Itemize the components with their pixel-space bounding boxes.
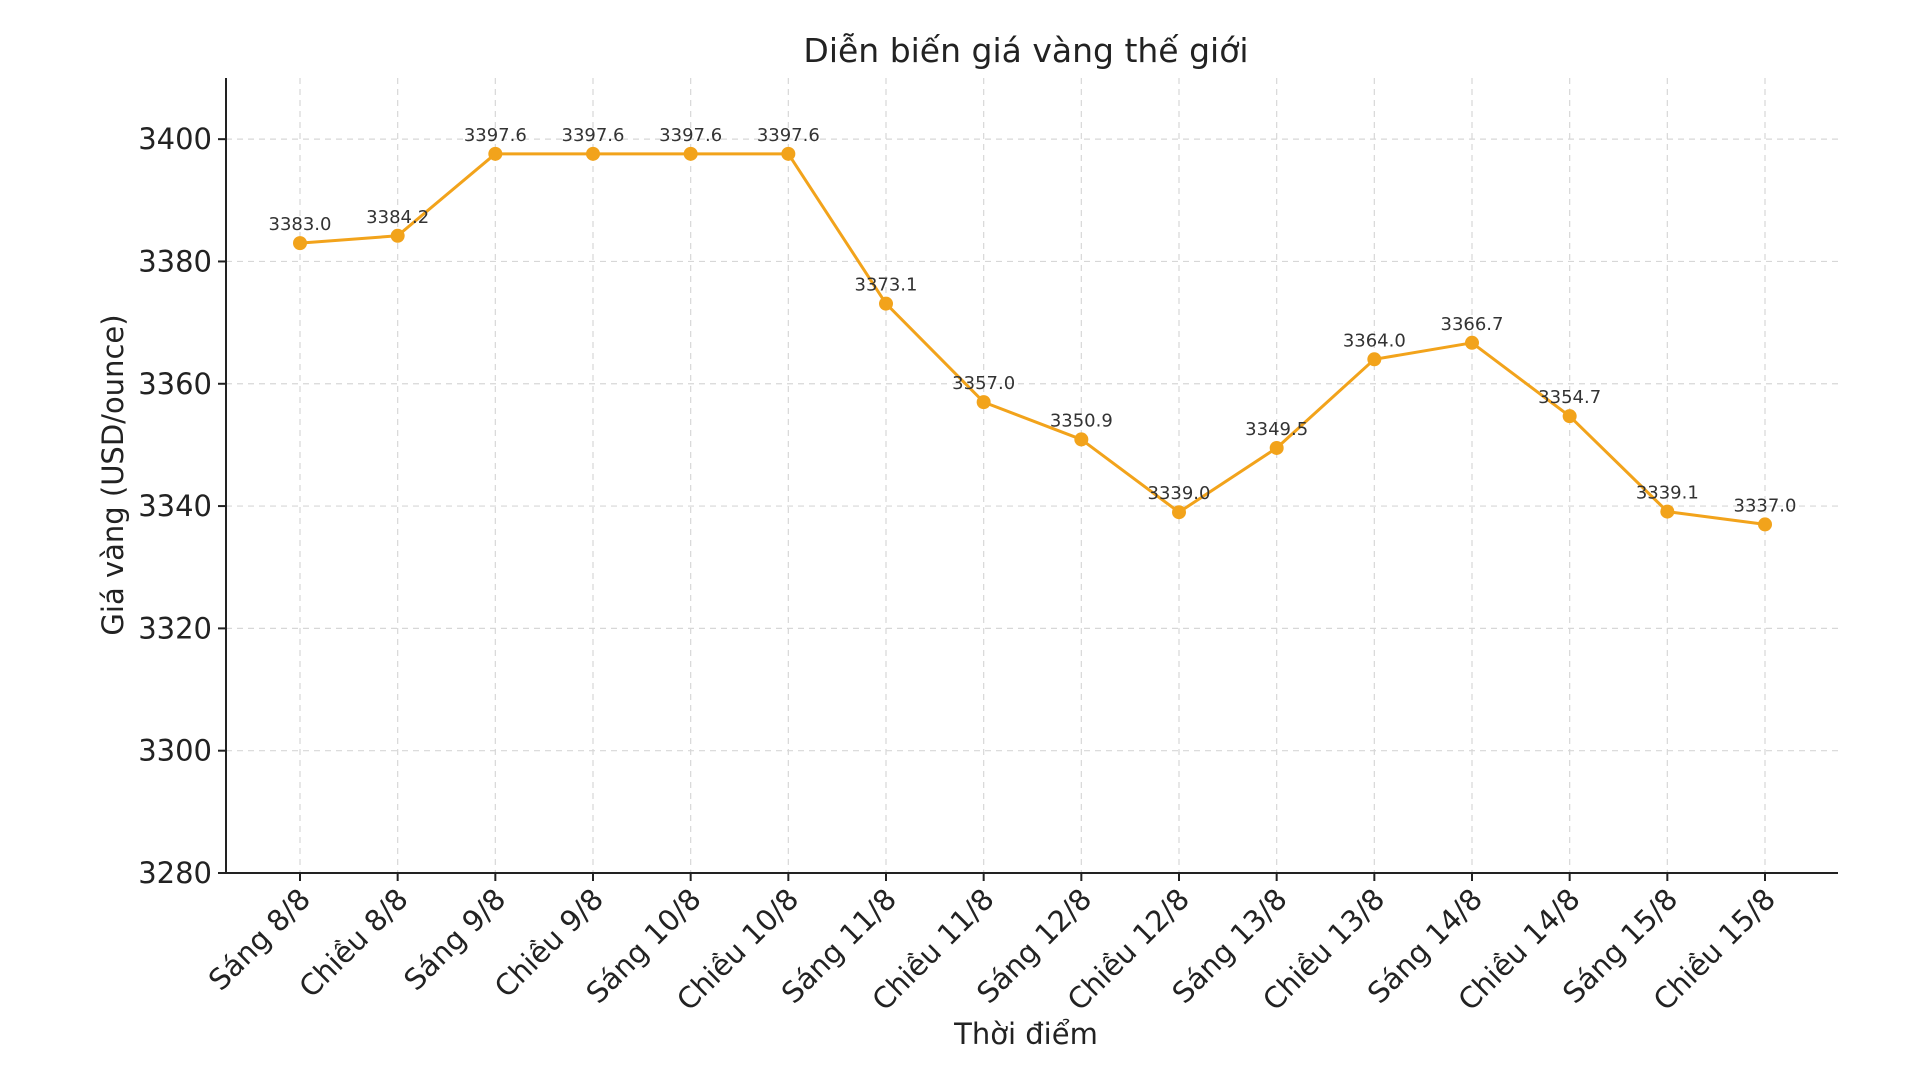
data-point <box>781 146 796 161</box>
y-tick-label: 3300 <box>138 734 212 768</box>
data-label: 3384.2 <box>366 207 429 228</box>
data-point <box>1172 505 1186 520</box>
y-tick-label: 3360 <box>138 367 212 401</box>
data-label: 3354.7 <box>1538 387 1601 408</box>
data-point <box>1562 409 1577 424</box>
data-label: 3373.1 <box>855 275 918 296</box>
y-tick-label: 3280 <box>138 856 212 890</box>
data-label: 3349.5 <box>1245 419 1308 440</box>
data-point <box>390 228 405 243</box>
series-line <box>299 152 1766 526</box>
data-label: 3364.0 <box>1343 330 1406 351</box>
series <box>293 146 1772 532</box>
data-point <box>1660 504 1675 519</box>
y-tick-label: 3340 <box>138 489 212 523</box>
data-point <box>1758 517 1772 532</box>
y-tick-label: 3400 <box>138 122 212 156</box>
x-axis-label: Thời điểm <box>953 1017 1098 1051</box>
axes <box>225 78 1838 874</box>
chart-title: Diễn biến giá vàng thế giới <box>803 31 1248 70</box>
data-label: 3397.6 <box>757 125 820 146</box>
data-label: 3357.0 <box>952 373 1015 394</box>
data-label: 3397.6 <box>659 125 722 146</box>
data-point <box>1367 352 1382 367</box>
data-point <box>293 236 307 251</box>
data-labels: 3383.0 3384.2 3397.6 3397.6 3397.6 3397.6 3373… <box>269 125 1797 517</box>
data-point <box>879 296 893 311</box>
data-point <box>683 146 698 161</box>
data-label: 3366.7 <box>1441 314 1504 335</box>
data-point <box>586 146 600 161</box>
y-tick-label: 3380 <box>138 244 212 278</box>
grid <box>226 78 1838 873</box>
data-label: 3383.0 <box>269 214 332 235</box>
data-label: 3339.0 <box>1148 483 1211 504</box>
y-axis-label: Giá vàng (USD/ounce) <box>96 314 130 635</box>
data-point <box>1465 335 1479 350</box>
data-label: 3397.6 <box>464 125 527 146</box>
data-label: 3339.1 <box>1636 483 1699 504</box>
data-label: 3350.9 <box>1050 410 1113 431</box>
data-point <box>976 395 991 410</box>
data-point <box>488 146 503 161</box>
data-label: 3337.0 <box>1734 495 1797 516</box>
data-point <box>1074 432 1089 447</box>
y-tick-label: 3320 <box>138 611 212 645</box>
data-point <box>1269 440 1284 455</box>
data-label: 3397.6 <box>562 125 625 146</box>
